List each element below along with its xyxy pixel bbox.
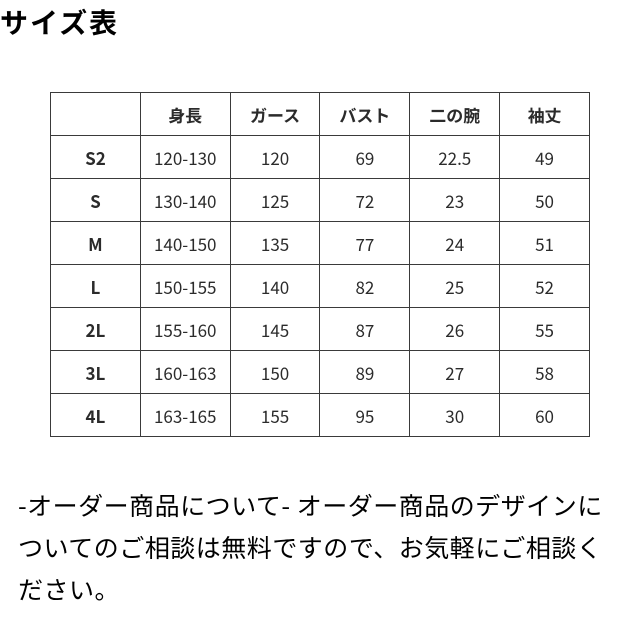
cell: 69 [320, 136, 410, 179]
cell: 125 [230, 179, 320, 222]
col-girth: ガース [230, 93, 320, 136]
page: サイズ表 身長 ガース バスト 二の腕 袖丈 S2 120-130 120 69 [0, 0, 640, 640]
row-label: 4L [51, 394, 141, 437]
cell: 150 [230, 351, 320, 394]
cell: 77 [320, 222, 410, 265]
cell: 163-165 [140, 394, 230, 437]
cell: 150-155 [140, 265, 230, 308]
notes-line: -オーダー商品について- オーダー商品のデザインに [18, 487, 603, 523]
cell: 82 [320, 265, 410, 308]
cell: 120-130 [140, 136, 230, 179]
col-blank [51, 93, 141, 136]
order-notes: -オーダー商品について- オーダー商品のデザインに ついてのご相談は無料ですので… [18, 484, 622, 610]
row-label: M [51, 222, 141, 265]
row-label: 3L [51, 351, 141, 394]
col-sleeve: 袖丈 [500, 93, 590, 136]
col-arm: 二の腕 [410, 93, 500, 136]
cell: 49 [500, 136, 590, 179]
table-row: L 150-155 140 82 25 52 [51, 265, 590, 308]
size-table: 身長 ガース バスト 二の腕 袖丈 S2 120-130 120 69 22.5… [50, 92, 590, 437]
cell: 155-160 [140, 308, 230, 351]
notes-line: ださい。 [18, 571, 120, 607]
cell: 55 [500, 308, 590, 351]
notes-line: ついてのご相談は無料ですので、お気軽にご相談く [18, 529, 602, 565]
cell: 60 [500, 394, 590, 437]
cell: 26 [410, 308, 500, 351]
cell: 155 [230, 394, 320, 437]
row-label: 2L [51, 308, 141, 351]
cell: 23 [410, 179, 500, 222]
size-table-wrap: 身長 ガース バスト 二の腕 袖丈 S2 120-130 120 69 22.5… [50, 92, 590, 437]
row-label: S [51, 179, 141, 222]
cell: 58 [500, 351, 590, 394]
table-row: 4L 163-165 155 95 30 60 [51, 394, 590, 437]
cell: 27 [410, 351, 500, 394]
col-height: 身長 [140, 93, 230, 136]
cell: 95 [320, 394, 410, 437]
cell: 50 [500, 179, 590, 222]
row-label: S2 [51, 136, 141, 179]
cell: 87 [320, 308, 410, 351]
cell: 140 [230, 265, 320, 308]
cell: 120 [230, 136, 320, 179]
page-title: サイズ表 [0, 2, 119, 42]
table-header-row: 身長 ガース バスト 二の腕 袖丈 [51, 93, 590, 136]
cell: 24 [410, 222, 500, 265]
row-label: L [51, 265, 141, 308]
cell: 30 [410, 394, 500, 437]
cell: 22.5 [410, 136, 500, 179]
table-row: S 130-140 125 72 23 50 [51, 179, 590, 222]
cell: 89 [320, 351, 410, 394]
col-bust: バスト [320, 93, 410, 136]
cell: 140-150 [140, 222, 230, 265]
table-row: 2L 155-160 145 87 26 55 [51, 308, 590, 351]
table-row: 3L 160-163 150 89 27 58 [51, 351, 590, 394]
cell: 25 [410, 265, 500, 308]
cell: 160-163 [140, 351, 230, 394]
table-row: S2 120-130 120 69 22.5 49 [51, 136, 590, 179]
cell: 145 [230, 308, 320, 351]
table-row: M 140-150 135 77 24 51 [51, 222, 590, 265]
cell: 51 [500, 222, 590, 265]
cell: 72 [320, 179, 410, 222]
cell: 135 [230, 222, 320, 265]
cell: 52 [500, 265, 590, 308]
cell: 130-140 [140, 179, 230, 222]
